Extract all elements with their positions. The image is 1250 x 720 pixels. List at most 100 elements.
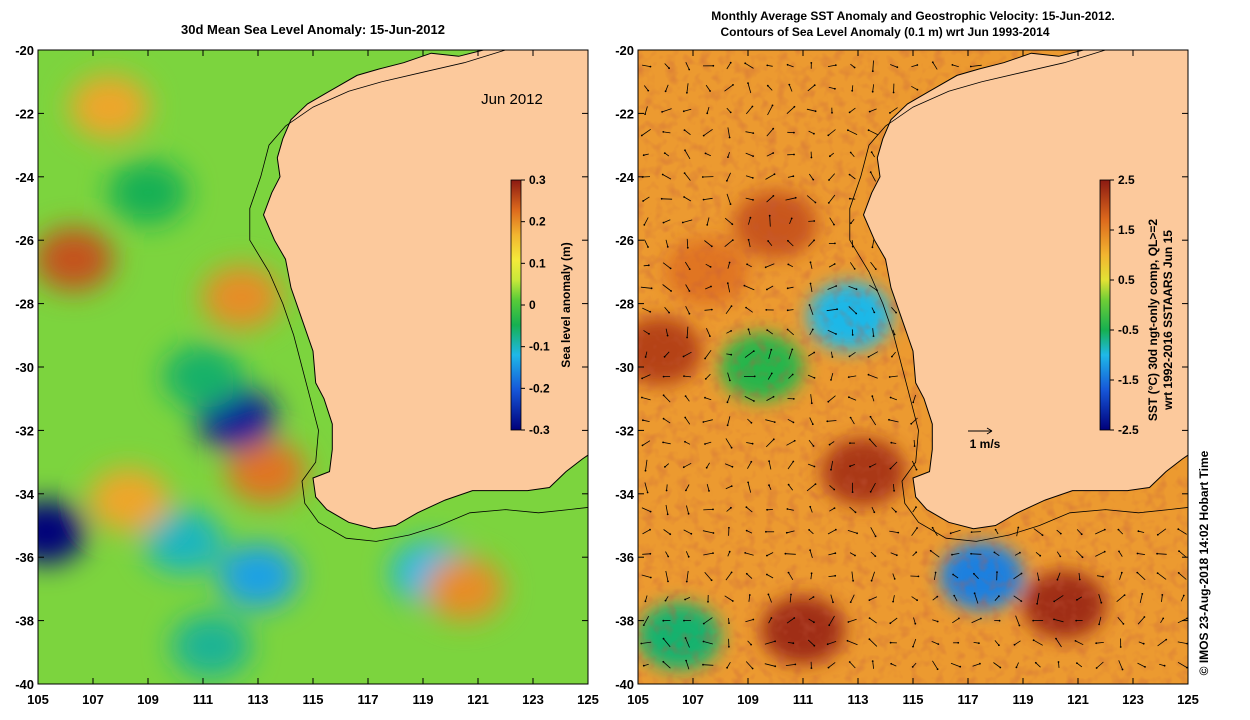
velocity-arrowhead [1103, 550, 1106, 553]
velocity-arrow [848, 306, 857, 314]
velocity-arrow [1076, 550, 1083, 558]
velocity-arrowhead [1118, 550, 1120, 553]
velocity-arrowhead [663, 152, 666, 155]
velocity-arrow [870, 551, 876, 557]
velocity-arrowhead [813, 239, 815, 242]
velocity-arrow [663, 661, 671, 669]
velocity-arrowhead [702, 663, 704, 666]
velocity-arrow [766, 396, 774, 401]
velocity-arrowhead [1076, 599, 1078, 601]
sla-colorbar-label: Sea level anomaly (m) [559, 242, 573, 367]
velocity-arrow [973, 573, 979, 579]
velocity-arrow [847, 640, 858, 646]
velocity-arrowhead [647, 264, 650, 267]
velocity-arrowhead [914, 622, 917, 625]
velocity-arrowhead [980, 617, 982, 620]
velocity-arrowhead [979, 662, 981, 665]
velocity-arrow [1138, 530, 1145, 533]
velocity-arrow [663, 395, 671, 403]
velocity-arrow [1016, 527, 1019, 537]
velocity-arrowhead [808, 529, 810, 531]
velocity-arrowhead [704, 378, 707, 380]
velocity-arrowhead [726, 666, 728, 669]
velocity-arrowhead [834, 64, 837, 66]
velocity-arrowhead [752, 350, 755, 352]
velocity-arrow [767, 65, 773, 67]
velocity-arrowhead [1178, 550, 1180, 552]
velocity-arrow [787, 64, 794, 68]
velocity-arrow [665, 504, 669, 515]
velocity-arrow [1075, 640, 1084, 646]
velocity-arrowhead [810, 667, 813, 669]
velocity-arrowhead [728, 526, 730, 529]
velocity-arrowhead [834, 574, 837, 577]
velocity-arrow [641, 397, 651, 401]
colorbar-tick-label: 0.5 [1118, 273, 1135, 287]
velocity-arrowhead [1100, 601, 1103, 604]
velocity-arrow [785, 197, 796, 201]
velocity-arrowhead [731, 600, 734, 602]
velocity-arrow [785, 553, 796, 555]
velocity-arrowhead [834, 87, 836, 90]
lat-tick-label: -36 [615, 550, 634, 565]
velocity-arrow [665, 239, 669, 247]
velocity-arrow [810, 573, 812, 580]
velocity-arrowhead [867, 129, 870, 132]
velocity-arrowhead [853, 268, 856, 270]
velocity-arrowhead [745, 506, 748, 509]
velocity-arrow [786, 530, 795, 534]
velocity-arrow [727, 127, 730, 138]
velocity-arrowhead [667, 555, 670, 558]
velocity-arrowhead [773, 173, 776, 176]
lon-tick-label: 125 [577, 692, 599, 707]
lon-tick-label: 121 [1067, 692, 1089, 707]
sst-panel-title-line2: Contours of Sea Level Anomaly (0.1 m) wr… [721, 25, 1050, 39]
velocity-arrowhead [931, 526, 934, 529]
velocity-arrowhead [726, 401, 729, 404]
velocity-arrowhead [916, 527, 918, 529]
velocity-arrowhead [847, 621, 850, 623]
velocity-arrowhead [1013, 643, 1016, 646]
velocity-arrow [766, 285, 774, 290]
lat-tick-label: -40 [615, 677, 634, 692]
velocity-arrow [787, 286, 794, 289]
velocity-arrowhead [640, 134, 643, 137]
velocity-arrow [662, 262, 671, 269]
velocity-arrow [809, 417, 814, 425]
velocity-arrowhead [709, 266, 712, 268]
velocity-arrow [1116, 594, 1125, 603]
vector-scale-arrowhead [986, 427, 993, 435]
velocity-arrowhead [684, 416, 687, 419]
velocity-arrowhead [1053, 600, 1056, 603]
velocity-arrowhead [686, 246, 689, 249]
velocity-arrow [849, 552, 856, 556]
velocity-arrowhead [766, 508, 768, 511]
velocity-arrowhead [937, 643, 940, 645]
velocity-arrow [684, 172, 691, 181]
velocity-arrowhead [896, 66, 899, 69]
velocity-arrow [849, 506, 856, 513]
velocity-arrowhead [949, 532, 952, 535]
velocity-arrowhead [647, 89, 650, 92]
velocity-arrow [703, 419, 713, 423]
velocity-arrowhead [835, 333, 837, 335]
velocity-arrow [706, 483, 710, 492]
colorbar-tick-label: -0.1 [529, 340, 550, 354]
anomaly-feature [201, 265, 282, 330]
velocity-arrowhead [704, 443, 706, 445]
velocity-arrowhead [704, 357, 706, 360]
velocity-arrow [932, 619, 938, 622]
velocity-arrowhead [812, 596, 815, 598]
lon-tick-label: 121 [467, 692, 489, 707]
velocity-arrowhead [785, 531, 788, 534]
velocity-arrowhead [813, 377, 816, 379]
velocity-arrow [893, 484, 895, 491]
velocity-arrow [705, 263, 711, 268]
velocity-arrowhead [726, 424, 729, 427]
velocity-arrowhead [916, 88, 919, 91]
velocity-arrowhead [1137, 530, 1140, 533]
velocity-arrowhead [710, 308, 713, 311]
velocity-arrowhead [744, 62, 747, 65]
lat-tick-label: -24 [615, 170, 635, 185]
velocity-arrow [826, 308, 838, 312]
